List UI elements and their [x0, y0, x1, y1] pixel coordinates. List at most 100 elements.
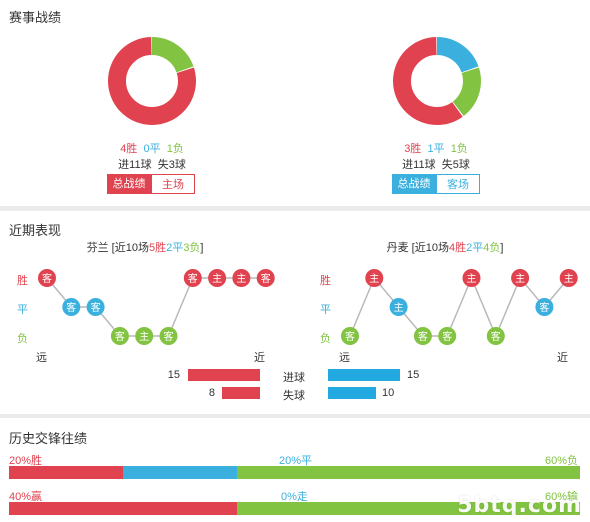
- away-form-marker: [559, 269, 578, 287]
- away-form-venue-label: 主: [369, 273, 379, 285]
- h2h-handicap-win-segment: [9, 502, 238, 515]
- h2h-loss-segment: [237, 466, 580, 479]
- h2h-handicap-push-pct: 0%走: [281, 491, 308, 503]
- away-wdl-line: 3胜 1平 1负: [386, 140, 486, 156]
- home-form-point: 主: [135, 327, 154, 345]
- home-form-point: 客: [183, 269, 202, 287]
- overall-record-title: 赛事战绩: [9, 10, 62, 25]
- away-form-marker: [486, 327, 505, 345]
- home-form-line: [46, 277, 266, 337]
- away-goals-for-value: 15: [407, 369, 420, 381]
- home-summary-win: 5胜: [148, 242, 167, 254]
- home-goals-against-value: 8: [208, 387, 215, 399]
- away-recent-summary: 丹麦 [近10场4胜2平4负]: [360, 239, 530, 255]
- away-form-marker: [462, 269, 481, 287]
- away-form-point: 客: [535, 298, 554, 316]
- away-form-point: 客: [438, 327, 457, 345]
- home-goals-for-bar: [188, 369, 260, 381]
- home-form-marker: [110, 327, 129, 345]
- home-form-marker: [62, 298, 81, 316]
- away-form-marker: [341, 327, 359, 345]
- away-form-point: 主: [559, 269, 578, 287]
- home-tab-home[interactable]: 主场: [151, 174, 195, 194]
- away-form-venue-label: 主: [467, 273, 477, 285]
- away-summary-win: 4胜: [448, 242, 467, 254]
- away-form-line: [349, 276, 570, 338]
- away-form-point: 客: [341, 327, 359, 345]
- home-axis-draw: 平: [17, 304, 28, 316]
- home-draw-count: 0平: [143, 143, 161, 155]
- home-recent-summary: 芬兰 [近10场5胜2平3负]: [60, 239, 230, 255]
- home-win-count: 4胜: [120, 143, 138, 155]
- away-axis-draw: 平: [320, 304, 331, 316]
- head-to-head-panel: 历史交锋往绩 20%胜 20%平 60%负 40%赢 0%走 60%输 5btq…: [0, 418, 590, 522]
- away-loss-count: 1负: [450, 143, 468, 155]
- away-donut-draw-slice: [393, 37, 481, 125]
- away-tab-overall[interactable]: 总战绩: [392, 174, 436, 194]
- h2h-result-bar: [9, 466, 580, 479]
- home-form-point: 客: [159, 327, 178, 345]
- away-goals-against-value: 10: [382, 387, 395, 399]
- away-donut-loss-slice: [393, 37, 481, 125]
- home-form-marker: [256, 269, 275, 287]
- away-summary-suffix: ]: [500, 242, 504, 254]
- home-summary-suffix: ]: [200, 242, 204, 254]
- away-form-marker: [413, 327, 432, 345]
- h2h-handicap-loss-segment: [237, 502, 580, 515]
- home-form-point: 客: [110, 327, 129, 345]
- away-team-name: 丹麦: [386, 242, 409, 254]
- recent-form-title: 近期表现: [9, 223, 62, 238]
- away-form-marker: [438, 327, 457, 345]
- home-form-marker: [135, 327, 154, 345]
- home-form-point: 客: [62, 298, 81, 316]
- away-form-venue-label: 主: [394, 302, 404, 314]
- home-form-venue-label: 主: [236, 273, 246, 285]
- away-form-point: 主: [365, 269, 384, 287]
- home-form-venue-label: 客: [261, 272, 271, 285]
- home-tab-overall[interactable]: 总战绩: [107, 174, 151, 194]
- away-form-marker: [511, 269, 530, 287]
- home-form-point: 主: [208, 269, 227, 287]
- away-donut-win-slice: [393, 37, 481, 125]
- home-form-marker: [208, 269, 227, 287]
- away-goals-for-bar: [328, 369, 400, 381]
- away-axis-loss: 负: [320, 333, 331, 345]
- home-record-donut: [108, 37, 196, 125]
- home-form-point: 客: [86, 298, 105, 316]
- away-form-marker: [535, 298, 554, 316]
- home-summary-loss: 3负: [183, 242, 201, 254]
- home-form-venue-label: 客: [115, 330, 125, 343]
- h2h-loss-pct: 60%负: [544, 455, 578, 467]
- away-goals-line: 进11球 失5球: [402, 159, 470, 171]
- away-tab-away[interactable]: 客场: [436, 174, 480, 194]
- home-goals-for-value: 15: [167, 369, 180, 381]
- h2h-win-segment: [9, 466, 124, 479]
- home-donut-loss-slice: [108, 37, 196, 125]
- home-form-marker: [38, 269, 56, 287]
- home-form-venue-label: 客: [188, 272, 198, 285]
- home-axis-far: 远: [36, 352, 47, 364]
- away-form-marker: [365, 269, 384, 287]
- home-axis-loss: 负: [17, 333, 28, 345]
- home-form-venue-label: 主: [139, 331, 149, 343]
- home-summary-prefix: [近10场: [108, 242, 149, 254]
- away-axis-win: 胜: [320, 275, 331, 287]
- goals-against-label: 失球: [283, 390, 305, 402]
- head-to-head-title: 历史交锋往绩: [9, 431, 88, 446]
- home-form-point: 主: [232, 269, 251, 287]
- h2h-win-pct: 20%胜: [9, 455, 43, 467]
- away-win-count: 3胜: [404, 143, 422, 155]
- home-form-marker: [86, 298, 105, 316]
- home-form-marker: [183, 269, 202, 287]
- home-form-venue-label: 客: [42, 272, 52, 285]
- recent-form-panel: 近期表现 芬兰 [近10场5胜2平3负] 丹麦 [近10场4胜2平4负] 胜 平…: [0, 211, 590, 414]
- home-goals-against-bar: [221, 387, 260, 399]
- home-form-point: 客: [38, 269, 56, 287]
- away-summary-draw: 2平: [466, 242, 484, 254]
- away-form-marker: [389, 298, 408, 316]
- away-goals-against-bar: [328, 387, 376, 399]
- home-wdl-line: 4胜 0平 1负: [102, 140, 202, 156]
- site-watermark: 5btq.com: [457, 493, 582, 518]
- away-record-donut: [393, 37, 481, 125]
